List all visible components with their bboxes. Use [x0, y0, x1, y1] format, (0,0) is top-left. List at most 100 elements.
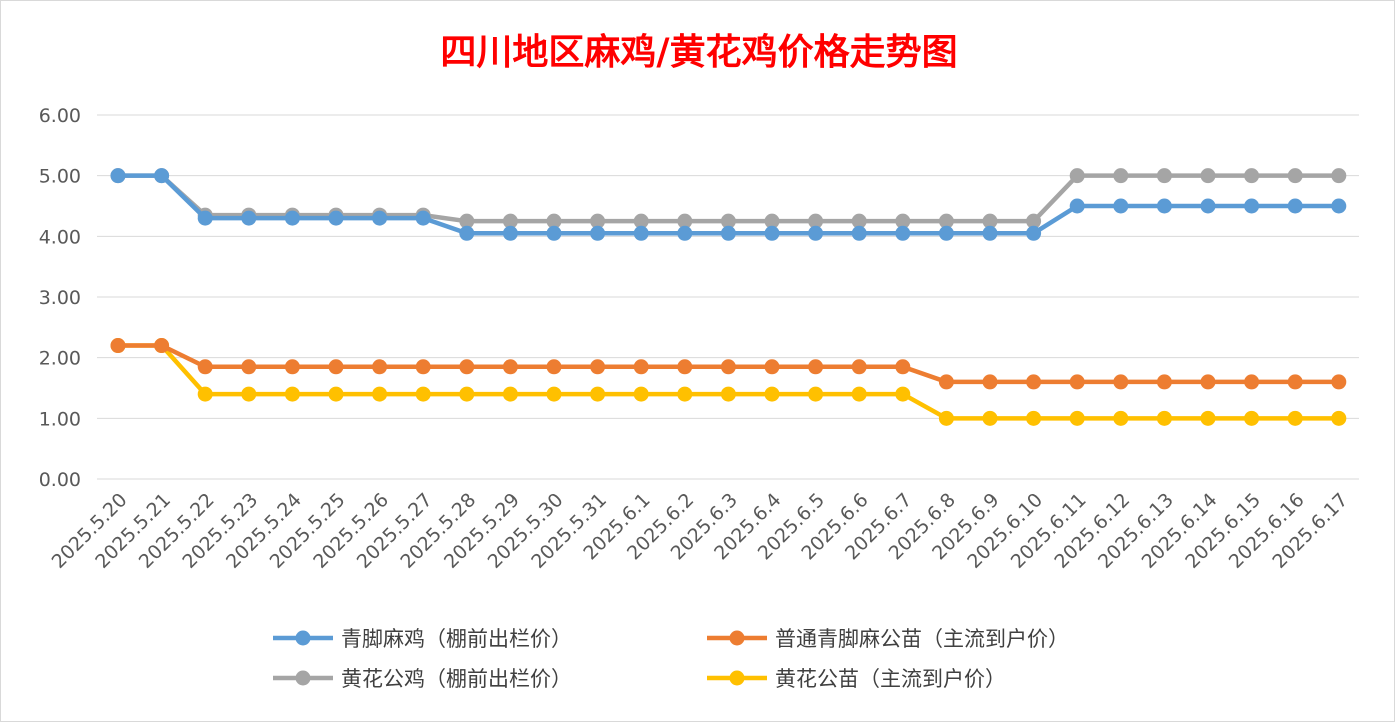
data-point	[633, 359, 649, 375]
data-point	[1200, 168, 1216, 184]
y-tick-label: 6.00	[39, 105, 81, 127]
data-point	[895, 225, 911, 241]
data-point	[459, 225, 475, 241]
data-point	[590, 386, 606, 402]
data-point	[502, 213, 518, 229]
data-point	[895, 386, 911, 402]
y-tick-label: 3.00	[39, 287, 81, 309]
data-point	[851, 386, 867, 402]
data-point	[328, 386, 344, 402]
data-point	[459, 213, 475, 229]
data-point	[764, 386, 780, 402]
data-point	[197, 210, 213, 226]
data-point	[1113, 168, 1129, 184]
data-point	[1113, 198, 1129, 214]
gridlines	[97, 114, 1359, 480]
legend-label: 青脚麻鸡（棚前出栏价）	[341, 627, 572, 651]
data-point	[633, 225, 649, 241]
data-point	[938, 374, 954, 390]
data-point	[1069, 410, 1085, 426]
data-point	[1069, 198, 1085, 214]
data-point	[1113, 374, 1129, 390]
data-point	[502, 225, 518, 241]
data-point	[459, 386, 475, 402]
series-0	[110, 168, 1347, 241]
data-point	[1287, 168, 1303, 184]
data-point	[415, 386, 431, 402]
data-point	[110, 168, 126, 184]
y-tick-label: 2.00	[39, 348, 81, 370]
data-point	[372, 359, 388, 375]
data-point	[241, 210, 257, 226]
data-point	[764, 225, 780, 241]
series-3	[110, 338, 1347, 426]
data-point	[808, 225, 824, 241]
data-point	[1026, 410, 1042, 426]
legend-label: 黄花公苗（主流到户价）	[775, 667, 1006, 691]
data-point	[1287, 410, 1303, 426]
data-point	[546, 225, 562, 241]
data-point	[1026, 225, 1042, 241]
data-point	[590, 213, 606, 229]
data-point	[1156, 410, 1172, 426]
data-point	[546, 359, 562, 375]
data-point	[1113, 410, 1129, 426]
data-point	[1287, 374, 1303, 390]
data-point	[1156, 168, 1172, 184]
data-point	[1200, 198, 1216, 214]
data-point	[284, 386, 300, 402]
data-point	[633, 386, 649, 402]
data-point	[982, 410, 998, 426]
y-tick-label: 1.00	[39, 408, 81, 430]
y-axis: 0.00 1.00 2.00 3.00 4.00 5.00 6.00	[39, 105, 81, 491]
data-point	[764, 213, 780, 229]
data-point	[372, 210, 388, 226]
data-point	[851, 225, 867, 241]
data-point	[590, 359, 606, 375]
data-point	[328, 210, 344, 226]
data-point	[1287, 198, 1303, 214]
data-point	[851, 359, 867, 375]
data-point	[1244, 168, 1260, 184]
data-point	[284, 359, 300, 375]
data-point	[982, 225, 998, 241]
y-tick-label: 5.00	[39, 166, 81, 188]
data-point	[1069, 168, 1085, 184]
data-point	[197, 386, 213, 402]
data-point	[677, 386, 693, 402]
data-point	[1331, 374, 1347, 390]
data-point	[415, 359, 431, 375]
legend-label: 普通青脚麻公苗（主流到户价）	[775, 627, 1069, 651]
data-point	[677, 359, 693, 375]
data-point	[938, 410, 954, 426]
data-point	[1244, 198, 1260, 214]
data-point	[1331, 198, 1347, 214]
legend-swatch-marker	[729, 630, 745, 646]
data-point	[808, 359, 824, 375]
legend-item: 黄花公苗（主流到户价）	[707, 667, 1006, 691]
data-point	[677, 225, 693, 241]
data-point	[1156, 198, 1172, 214]
data-point	[895, 213, 911, 229]
data-point	[720, 386, 736, 402]
data-point	[590, 225, 606, 241]
data-point	[546, 386, 562, 402]
data-point	[677, 213, 693, 229]
data-point	[1026, 213, 1042, 229]
legend: 青脚麻鸡（棚前出栏价） 普通青脚麻公苗（主流到户价） 黄花公鸡（棚前出栏价） 黄花公苗…	[273, 627, 1069, 691]
data-point	[241, 386, 257, 402]
data-point	[1244, 374, 1260, 390]
data-point	[154, 338, 170, 354]
data-point	[633, 213, 649, 229]
y-tick-label: 0.00	[39, 469, 81, 491]
data-point	[372, 386, 388, 402]
y-tick-label: 4.00	[39, 226, 81, 248]
data-point	[808, 213, 824, 229]
data-point	[502, 386, 518, 402]
data-point	[546, 213, 562, 229]
chart-title: 四川地区麻鸡/黄花鸡价格走势图	[440, 31, 957, 73]
data-point	[982, 213, 998, 229]
legend-swatch-marker	[729, 670, 745, 686]
